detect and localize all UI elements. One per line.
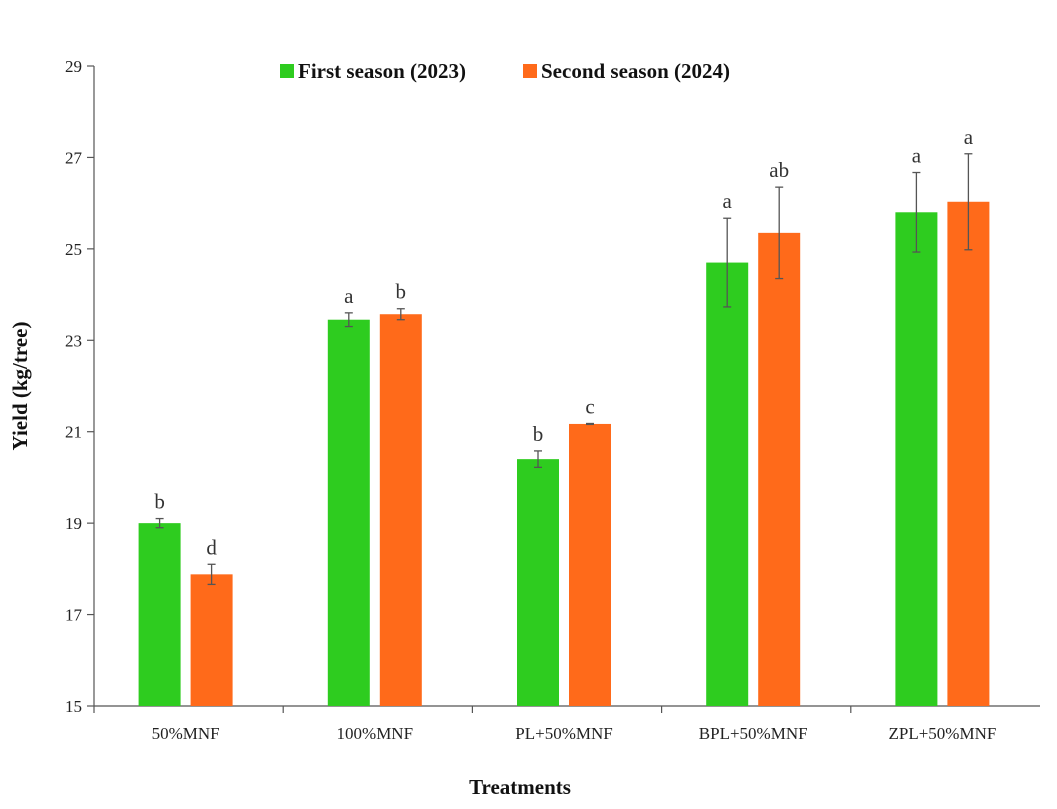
- bar: [379, 314, 422, 706]
- y-tick-label: 29: [65, 57, 82, 76]
- y-tick-label: 21: [65, 423, 82, 442]
- bar: [947, 201, 990, 706]
- bar: [706, 262, 749, 706]
- x-tick-label: ZPL+50%MNF: [888, 724, 996, 743]
- y-tick-label: 23: [65, 331, 82, 350]
- y-tick-label: 25: [65, 240, 82, 259]
- legend-swatch: [280, 64, 294, 78]
- legend-label: First season (2023): [298, 59, 466, 83]
- significance-letter: b: [154, 490, 165, 514]
- x-tick-label: PL+50%MNF: [515, 724, 612, 743]
- significance-letter: d: [206, 535, 217, 559]
- y-tick-label: 19: [65, 514, 82, 533]
- significance-letter: b: [396, 280, 407, 304]
- significance-letter: a: [964, 125, 974, 149]
- bar: [138, 523, 181, 706]
- y-tick-label: 15: [65, 697, 82, 716]
- x-tick-label: 50%MNF: [152, 724, 220, 743]
- bar: [517, 459, 559, 706]
- bar: [327, 319, 370, 706]
- significance-letter: c: [585, 394, 594, 418]
- x-tick-label: BPL+50%MNF: [699, 724, 808, 743]
- y-axis-title: Yield (kg/tree): [8, 322, 32, 451]
- legend: First season (2023) Second season (2024): [280, 59, 730, 83]
- bar: [758, 232, 801, 706]
- significance-letter: a: [344, 284, 354, 308]
- y-axis: 15 17 19 21 23 25 27 29: [65, 57, 95, 716]
- y-tick-label: 17: [65, 606, 83, 625]
- y-tick-label: 27: [65, 148, 83, 167]
- significance-letter: b: [533, 422, 544, 446]
- significance-letter: a: [723, 189, 733, 213]
- x-tick-label: 100%MNF: [337, 724, 414, 743]
- x-axis-title: Treatments: [469, 775, 571, 799]
- significance-letter: a: [912, 144, 922, 168]
- legend-label: Second season (2024): [541, 59, 730, 83]
- legend-swatch: [523, 64, 537, 78]
- bar: [895, 212, 938, 707]
- significance-letter: ab: [769, 158, 789, 182]
- x-axis: 50%MNF 100%MNF PL+50%MNF BPL+50%MNF ZPL+50%M…: [93, 705, 1040, 743]
- bar: [190, 574, 233, 706]
- bar: [569, 423, 611, 706]
